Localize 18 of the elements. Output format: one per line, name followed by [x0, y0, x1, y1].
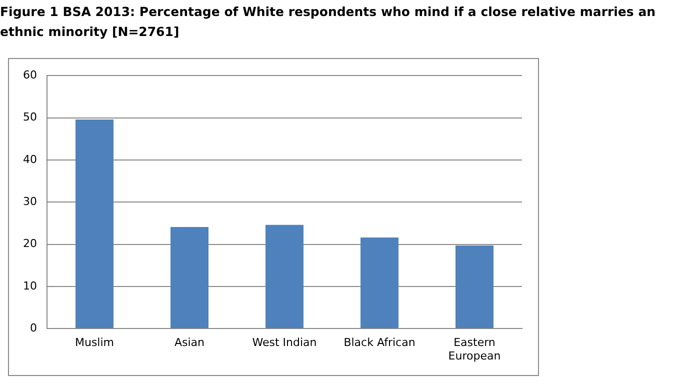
bar — [75, 119, 114, 328]
x-tick-label: Muslim — [74, 336, 114, 350]
x-tick-label: Asian — [174, 336, 205, 350]
bar — [360, 238, 398, 328]
y-tick-label: 50 — [22, 110, 37, 124]
x-tick-label: Eastern European — [448, 336, 501, 362]
y-tick-label: 10 — [22, 279, 37, 292]
y-tick-label: 30 — [22, 194, 37, 208]
chart-title: Figure 1 BSA 2013: Percentage of White respondents who mind if a close relative marries an ethnic minority [N=2761] — [0, 3, 657, 41]
bar — [266, 224, 304, 328]
y-tick-label: 0 — [30, 321, 37, 334]
x-tick-label: West Indian — [252, 336, 317, 350]
y-tick-label: 60 — [22, 68, 37, 82]
y-tick-label: 40 — [22, 152, 37, 166]
y-tick-label: 20 — [22, 237, 37, 250]
x-tick-label: Black African — [344, 336, 416, 350]
bar — [170, 226, 208, 328]
bar — [456, 246, 494, 328]
